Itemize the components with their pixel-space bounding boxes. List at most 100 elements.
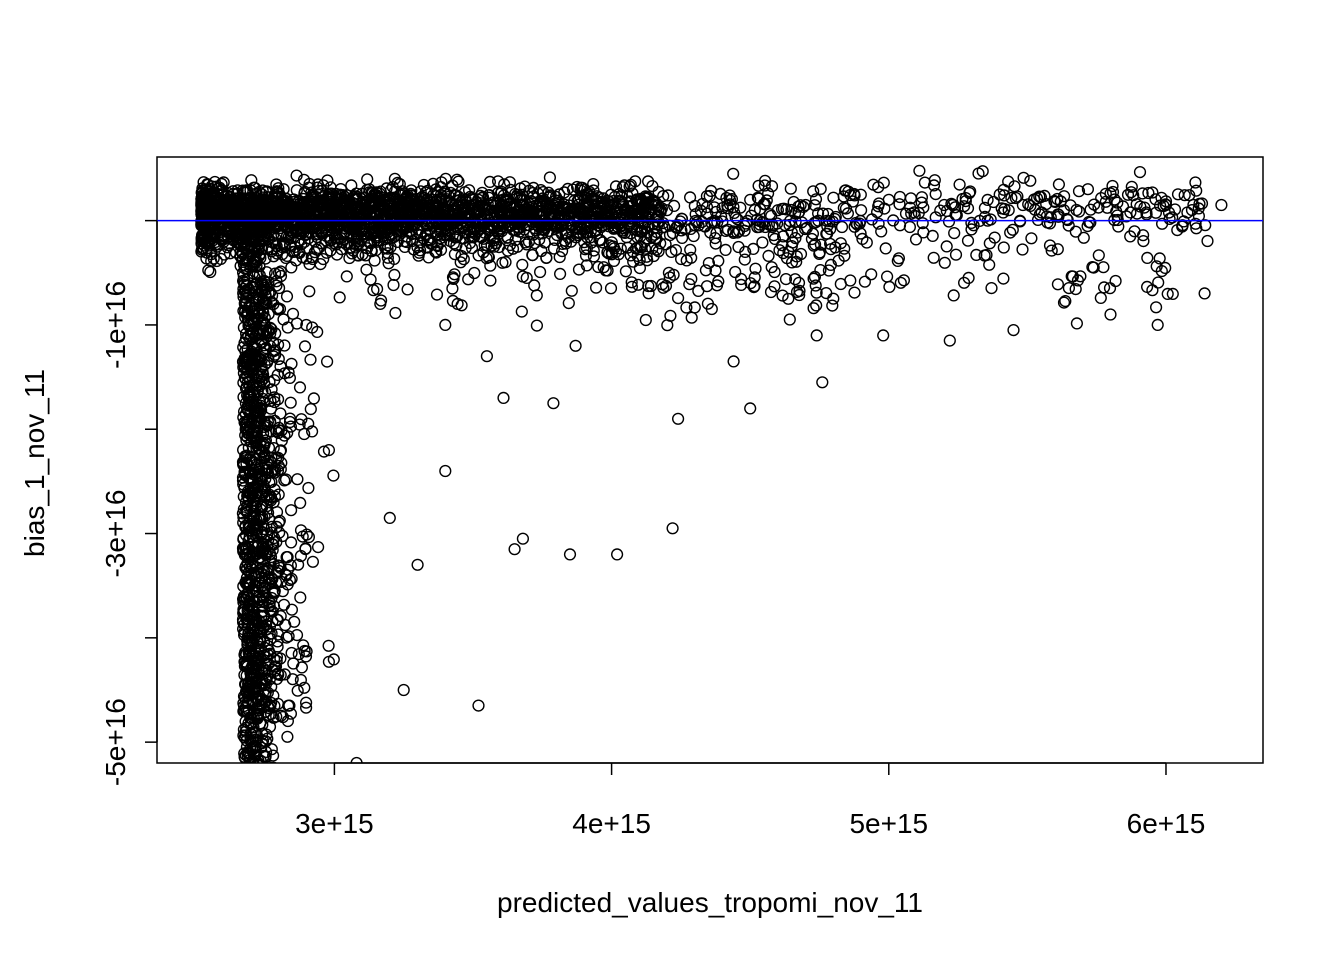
data-point <box>234 250 247 263</box>
data-point <box>247 498 260 511</box>
data-point <box>348 216 361 229</box>
data-point <box>238 416 251 429</box>
data-point <box>1052 178 1066 191</box>
data-point <box>997 241 1010 254</box>
data-point <box>300 227 313 241</box>
data-point <box>1146 186 1159 199</box>
data-point <box>516 258 529 271</box>
data-point <box>748 280 761 293</box>
data-point <box>298 235 311 248</box>
data-point <box>414 244 427 257</box>
data-point <box>297 192 310 206</box>
data-point <box>1022 198 1035 211</box>
data-point <box>439 172 452 185</box>
data-point <box>844 274 857 287</box>
data-point <box>294 591 307 604</box>
data-point <box>251 654 265 668</box>
data-point <box>1149 301 1163 314</box>
data-point <box>771 204 785 217</box>
data-point <box>254 402 267 415</box>
data-point <box>206 234 220 247</box>
data-point <box>268 217 281 231</box>
data-point <box>964 185 977 198</box>
data-point <box>943 334 956 347</box>
data-point <box>308 246 321 259</box>
data-point <box>204 265 217 279</box>
data-point <box>683 278 696 291</box>
data-point <box>565 284 578 297</box>
data-point <box>619 265 633 278</box>
data-point <box>252 404 265 417</box>
data-point <box>367 284 380 297</box>
data-point <box>246 743 259 757</box>
data-point <box>248 271 261 284</box>
data-point <box>799 198 812 212</box>
data-point <box>295 238 308 251</box>
data-point <box>762 249 775 263</box>
data-point <box>494 187 508 200</box>
data-point <box>439 318 452 332</box>
data-point <box>302 417 315 430</box>
data-point <box>809 279 822 292</box>
data-point <box>614 242 627 255</box>
data-point <box>365 186 378 199</box>
data-point <box>879 242 892 255</box>
data-point <box>265 571 278 585</box>
data-point <box>583 210 597 223</box>
data-point <box>666 522 679 535</box>
data-point <box>251 617 264 630</box>
data-point <box>280 765 291 776</box>
data-point <box>322 444 336 457</box>
data-point <box>311 230 324 244</box>
data-point <box>245 430 259 443</box>
data-point <box>255 566 268 580</box>
data-point <box>1051 243 1064 256</box>
data-point <box>273 514 286 527</box>
data-point <box>269 344 282 357</box>
data-point <box>450 239 463 252</box>
data-point <box>250 513 263 527</box>
data-point <box>789 215 802 228</box>
data-point <box>255 737 269 750</box>
data-point <box>465 241 479 255</box>
data-point <box>593 191 606 204</box>
data-point <box>430 288 444 301</box>
data-point <box>253 238 266 251</box>
data-point <box>1040 198 1053 211</box>
data-point <box>236 474 250 487</box>
data-point <box>1124 206 1137 219</box>
data-point <box>247 762 253 763</box>
data-point <box>808 270 822 284</box>
data-point <box>595 212 609 225</box>
data-point <box>262 276 275 289</box>
data-point <box>311 325 324 339</box>
x-tick-label: 5e+15 <box>849 808 928 839</box>
data-point <box>274 609 287 623</box>
data-point <box>688 301 701 314</box>
data-point <box>518 180 531 193</box>
data-point <box>522 203 535 216</box>
data-point <box>484 274 497 287</box>
data-point <box>300 696 313 709</box>
data-point <box>238 764 249 775</box>
data-point <box>258 764 269 775</box>
data-point <box>457 204 470 217</box>
data-point <box>516 532 530 545</box>
data-point <box>882 193 895 206</box>
data-point <box>569 202 582 216</box>
data-point <box>813 246 826 259</box>
data-point <box>993 188 1006 201</box>
data-point <box>324 234 337 247</box>
data-point <box>249 255 262 269</box>
data-point <box>1097 281 1111 294</box>
data-point <box>325 193 338 206</box>
data-point <box>1069 225 1082 238</box>
data-point <box>242 767 253 778</box>
data-point <box>267 711 280 724</box>
data-point <box>284 707 298 720</box>
data-point <box>1121 188 1135 201</box>
data-point <box>854 188 867 201</box>
data-point <box>361 173 374 186</box>
x-tick-label: 4e+15 <box>572 808 651 839</box>
data-point <box>292 558 305 571</box>
